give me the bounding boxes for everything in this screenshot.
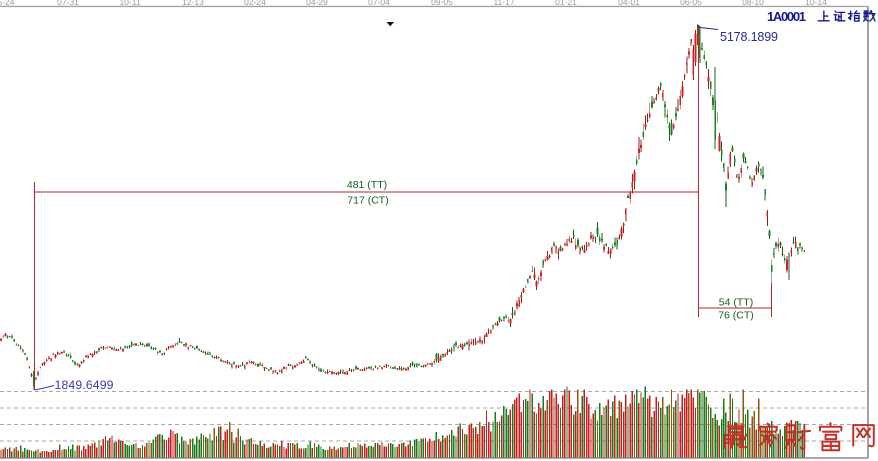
svg-text:08-10: 08-10	[742, 0, 764, 7]
svg-text:06-05: 06-05	[680, 0, 702, 7]
svg-text:54 (TT): 54 (TT)	[719, 297, 753, 309]
svg-text:717 (CT): 717 (CT)	[347, 195, 388, 207]
svg-text:07-31: 07-31	[57, 0, 79, 7]
svg-text:5-24: 5-24	[0, 0, 15, 7]
svg-text:09-05: 09-05	[431, 0, 453, 7]
svg-text:10-11: 10-11	[119, 0, 140, 7]
svg-text:04-29: 04-29	[306, 0, 328, 7]
svg-text:1849.6499: 1849.6499	[55, 378, 114, 392]
svg-text:10-14: 10-14	[805, 0, 827, 7]
svg-text:5178.1899: 5178.1899	[720, 30, 778, 44]
svg-text:02-24: 02-24	[244, 0, 266, 7]
svg-text:07-04: 07-04	[368, 0, 390, 7]
svg-text:11-17: 11-17	[493, 0, 514, 7]
svg-text:01-21: 01-21	[555, 0, 577, 7]
svg-text:481 (TT): 481 (TT)	[347, 179, 387, 191]
svg-text:76 (CT): 76 (CT)	[718, 310, 754, 322]
svg-text:04-01: 04-01	[618, 0, 640, 7]
svg-text:1A0001: 1A0001	[767, 9, 806, 24]
svg-text:12-13: 12-13	[182, 0, 204, 7]
